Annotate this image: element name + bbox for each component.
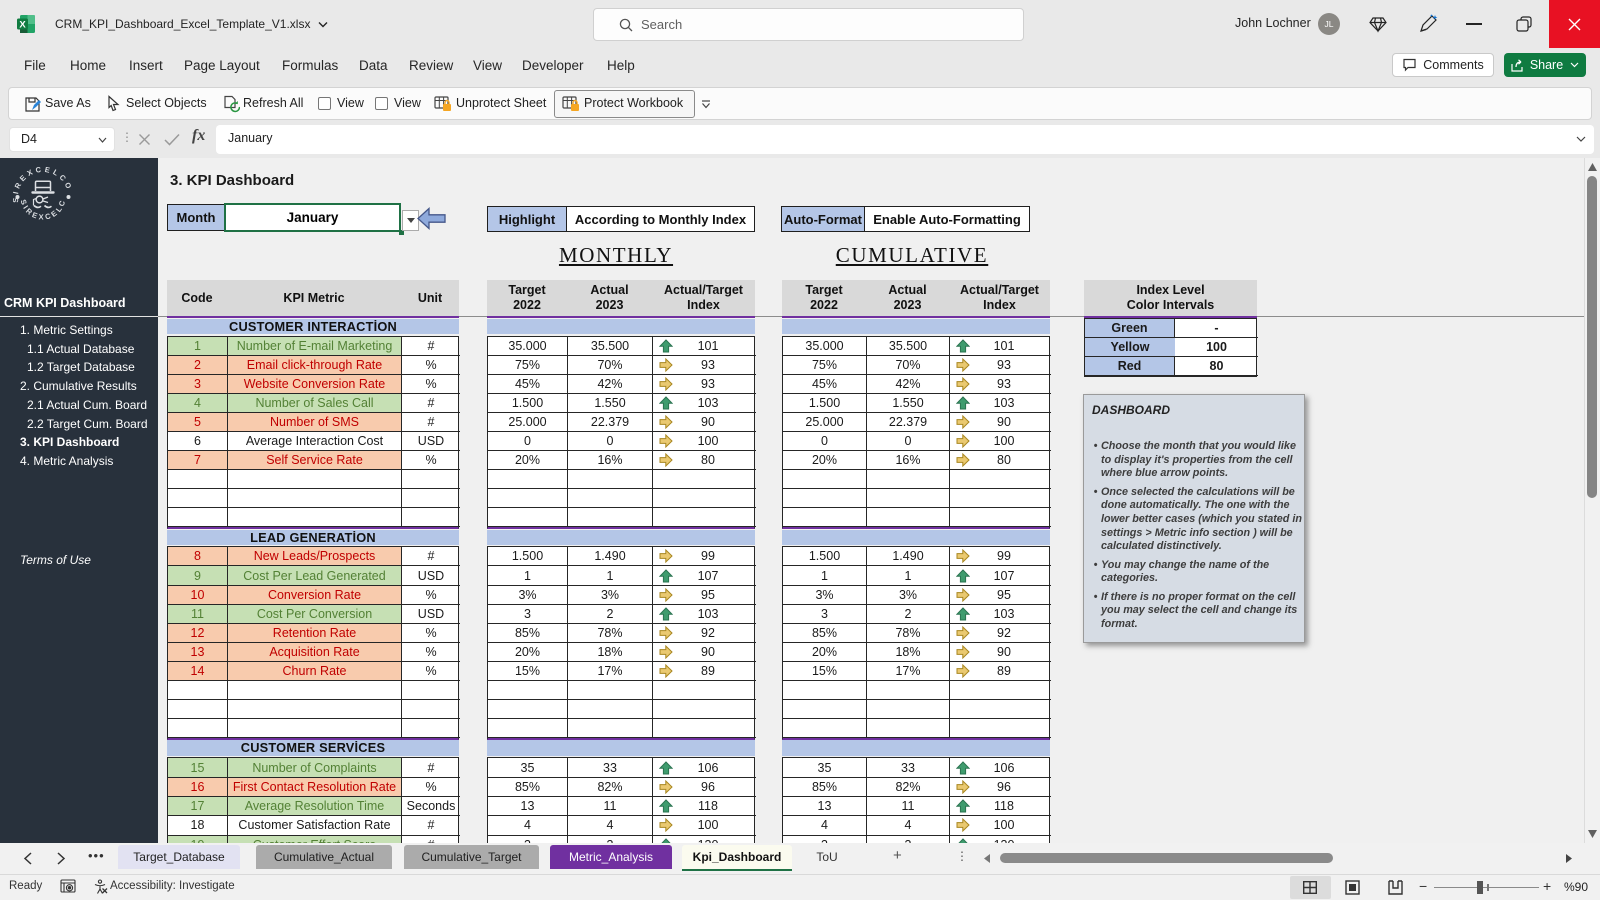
svg-text:X: X: [19, 19, 26, 30]
